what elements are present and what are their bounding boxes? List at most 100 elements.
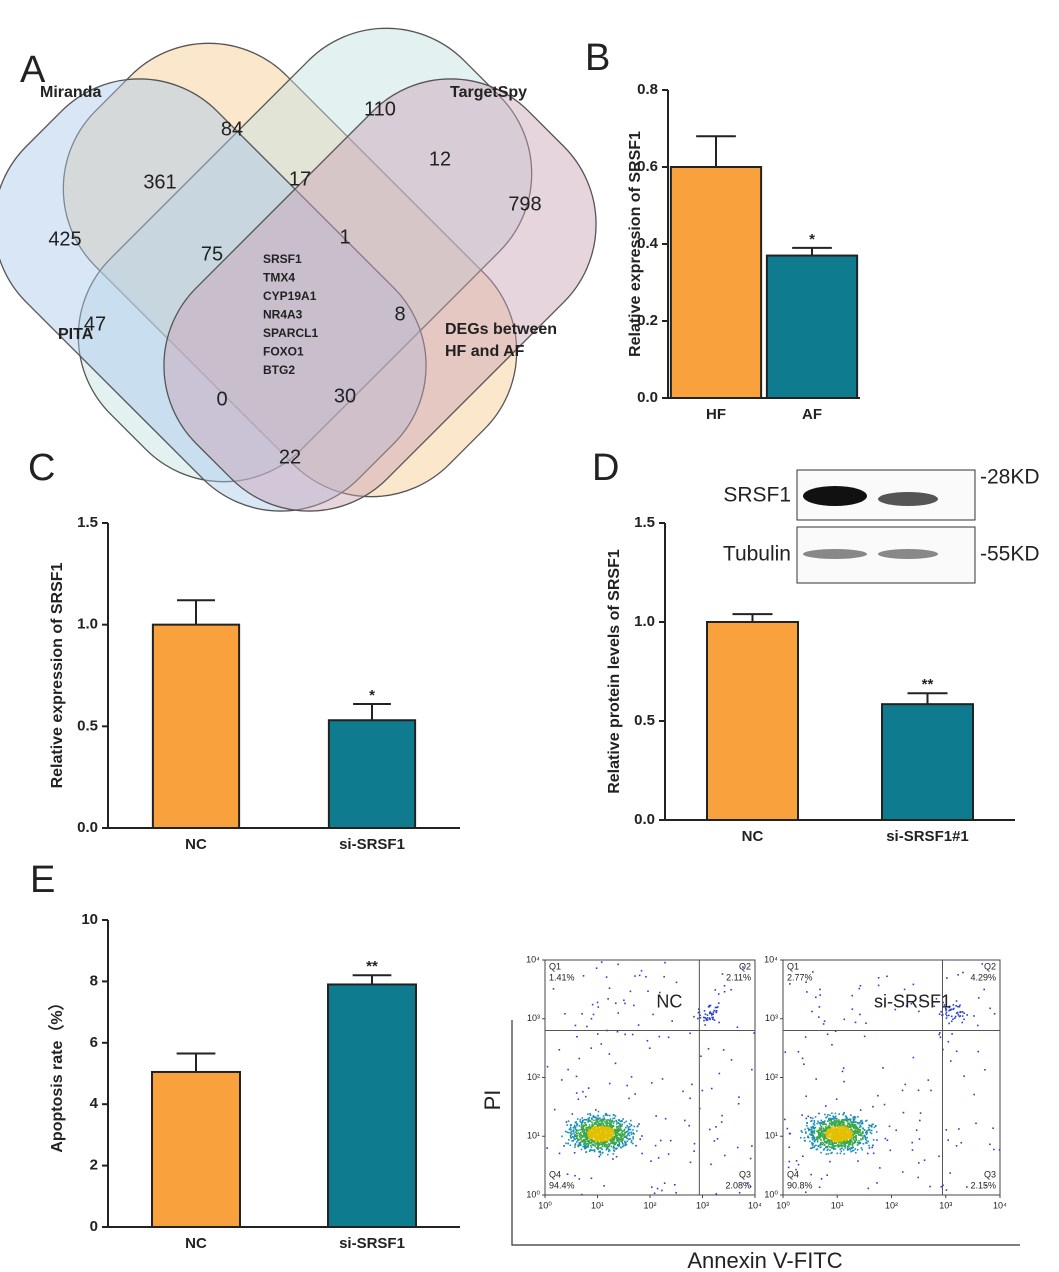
event-dot: [870, 1124, 873, 1127]
event-dot: [811, 1010, 813, 1013]
event-dot: [827, 1132, 829, 1135]
event-dot: [827, 1120, 829, 1123]
event-dot: [800, 1129, 803, 1132]
event-dot: [837, 1123, 840, 1125]
event-dot: [835, 1130, 838, 1133]
event-dot: [895, 1129, 897, 1132]
event-dot: [844, 1139, 847, 1142]
event-dot: [842, 1148, 845, 1151]
event-dot: [641, 1152, 643, 1155]
quadrant-percent: 4.29%: [970, 972, 996, 982]
event-dot: [846, 1138, 848, 1141]
event-dot: [814, 1138, 817, 1141]
event-dot: [588, 1136, 591, 1139]
event-dot: [846, 1120, 849, 1123]
event-dot: [844, 1118, 847, 1121]
event-dot: [701, 1089, 704, 1092]
event-dot: [612, 1147, 615, 1149]
event-dot: [703, 1010, 706, 1012]
event-dot: [855, 1135, 857, 1138]
event-dot: [851, 994, 854, 997]
event-dot: [730, 988, 732, 991]
event-dot: [596, 1120, 599, 1123]
event-dot: [831, 1130, 834, 1132]
event-dot: [567, 1068, 569, 1071]
event-dot: [955, 1000, 958, 1002]
event-dot: [718, 1021, 720, 1024]
event-dot: [822, 1133, 824, 1135]
event-dot: [856, 1122, 859, 1124]
event-dot: [832, 1121, 835, 1123]
event-dot: [818, 1112, 820, 1115]
event-dot: [602, 1115, 605, 1117]
venn-count: 361: [143, 171, 176, 193]
event-dot: [840, 1140, 843, 1143]
event-dot: [837, 1134, 840, 1137]
event-dot: [604, 1139, 607, 1142]
x-tick-label: 10⁴: [748, 1200, 762, 1210]
event-dot: [577, 1129, 579, 1132]
event-dot: [829, 1114, 831, 1117]
event-dot: [605, 1123, 608, 1126]
event-dot: [846, 1149, 849, 1151]
event-dot: [823, 1143, 826, 1146]
y-tick-label: 0.4: [637, 235, 659, 252]
event-dot: [582, 1136, 584, 1138]
event-dot: [848, 1141, 851, 1144]
event-dot: [749, 1157, 752, 1160]
event-dot: [842, 1129, 845, 1131]
event-dot: [813, 1121, 816, 1124]
event-dot: [828, 1130, 831, 1133]
event-dot: [831, 1126, 834, 1129]
event-dot: [577, 1132, 580, 1134]
event-dot: [946, 1014, 948, 1017]
event-dot: [871, 1146, 874, 1149]
event-dot: [596, 1141, 598, 1144]
event-dot: [824, 1146, 827, 1149]
event-dot: [820, 1177, 823, 1180]
event-dot: [842, 1137, 844, 1139]
event-dot: [606, 1144, 608, 1146]
event-dot: [813, 1146, 815, 1149]
event-dot: [601, 1122, 604, 1124]
event-dot: [853, 1115, 856, 1118]
event-dot: [826, 1135, 829, 1138]
event-dot: [617, 963, 619, 966]
event-dot: [609, 1140, 612, 1143]
event-dot: [669, 1139, 672, 1142]
event-dot: [663, 975, 665, 978]
event-dot: [621, 1119, 623, 1122]
event-dot: [588, 1141, 590, 1144]
event-dot: [616, 1128, 619, 1131]
event-dot: [596, 1124, 599, 1126]
event-dot: [738, 1191, 741, 1194]
event-dot: [582, 1139, 584, 1142]
event-dot: [611, 1127, 614, 1129]
event-dot: [623, 1132, 626, 1134]
event-dot: [841, 1142, 843, 1145]
event-dot: [830, 1128, 833, 1131]
event-dot: [592, 1129, 594, 1131]
event-dot: [616, 1134, 618, 1137]
event-dot: [593, 1133, 595, 1136]
event-dot: [804, 1036, 807, 1038]
event-dot: [843, 1130, 846, 1133]
event-dot: [611, 1120, 614, 1123]
event-dot: [575, 1128, 577, 1131]
event-dot: [617, 1133, 620, 1136]
event-dot: [706, 1017, 709, 1019]
event-dot: [948, 1006, 951, 1009]
event-dot: [857, 1115, 859, 1118]
event-dot: [581, 1130, 583, 1132]
x-tick-label: 10²: [643, 1200, 656, 1210]
event-dot: [863, 1135, 865, 1137]
event-dot: [578, 1142, 581, 1144]
event-dot: [816, 1137, 818, 1139]
event-dot: [718, 1002, 720, 1004]
event-dot: [820, 1146, 822, 1148]
event-dot: [608, 1148, 610, 1151]
event-dot: [612, 1158, 614, 1160]
event-dot: [578, 1136, 581, 1138]
event-dot: [872, 1123, 874, 1126]
event-dot: [848, 1135, 851, 1137]
